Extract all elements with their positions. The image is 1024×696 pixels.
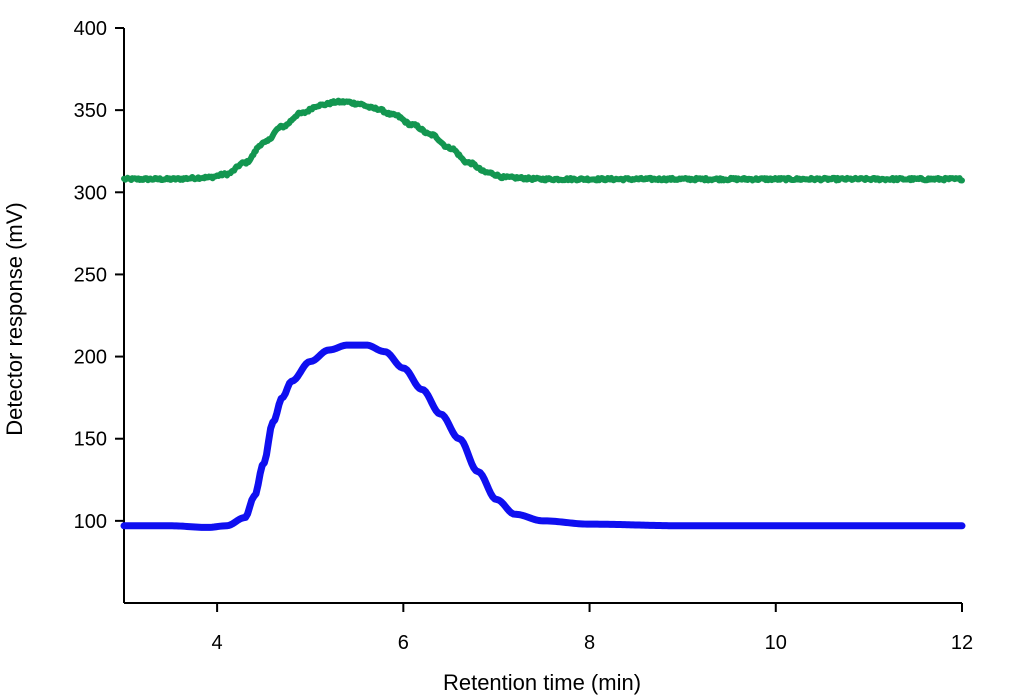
y-tick-label: 150: [74, 429, 107, 451]
series-line-lower-trace: [120, 341, 966, 531]
y-tick-label: 200: [74, 347, 107, 369]
y-tick-label: 250: [74, 264, 107, 286]
x-tick-label: 4: [212, 632, 223, 654]
x-tick-label: 6: [398, 632, 409, 654]
x-tick-label: 10: [765, 632, 787, 654]
x-axis-label: Retention time (min): [443, 670, 641, 695]
x-tick-label: 12: [951, 632, 973, 654]
axes: 100 150 200 250 300 350 400 4 6 8 10 12: [74, 18, 974, 654]
y-tick-label: 100: [74, 511, 107, 533]
y-tick-label: 350: [74, 100, 107, 122]
y-tick-label: 300: [74, 182, 107, 204]
series-layer: [120, 97, 966, 531]
y-tick-label: 400: [74, 18, 107, 40]
y-axis-label: Detector response (mV): [2, 202, 27, 436]
series-line-upper-trace: [121, 97, 965, 184]
x-tick-label: 8: [584, 632, 595, 654]
